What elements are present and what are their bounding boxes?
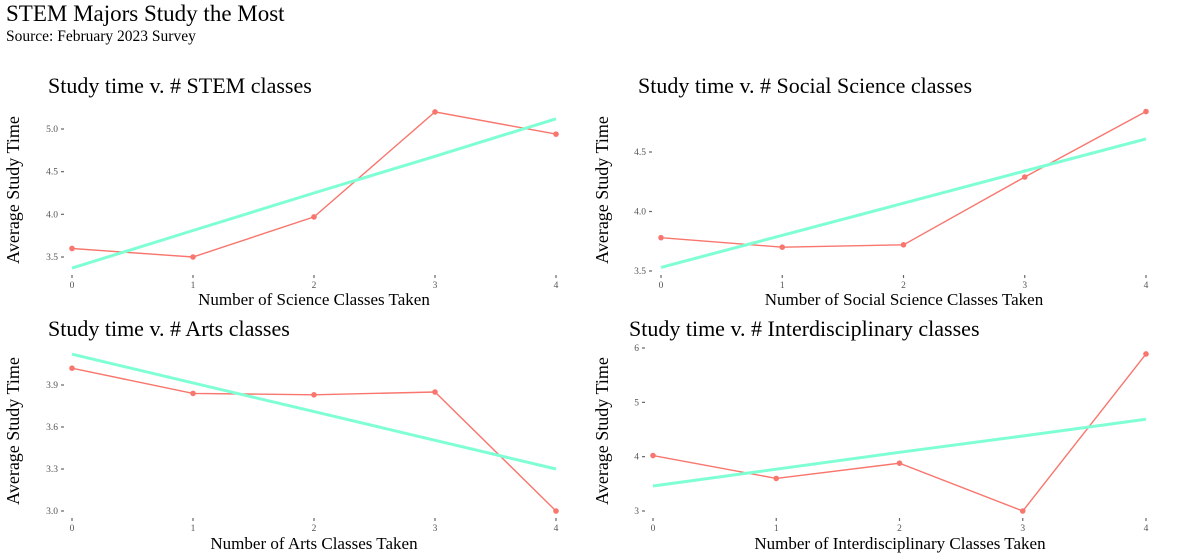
data-point [432,389,438,395]
x-tick-label: 3 [1020,524,1025,534]
panel-stem: Study time v. # STEM classes Average Stu… [3,73,559,309]
series-group [650,351,1149,514]
y-axis-ticks: 3.0 3.3 3.6 3.9 [46,381,64,517]
observed-line [71,111,557,258]
panel-social-science: Study time v. # Social Science classes A… [592,73,1149,309]
panel-title: Study time v. # STEM classes [48,73,312,98]
x-tick-label: 3 [1022,281,1027,291]
y-tick-label: 5.0 [46,125,58,135]
x-tick-label: 1 [780,281,785,291]
data-point [1021,174,1028,180]
data-point [553,508,559,514]
y-axis-ticks: 3 4 5 6 [634,344,645,517]
panel-interdisciplinary: Study time v. # Interdisciplinary classe… [592,316,1149,553]
y-tick-label: 3.9 [46,381,58,391]
y-tick-label: 5 [634,398,639,408]
data-point [69,245,75,252]
x-tick-label: 2 [312,524,317,534]
y-tick-label: 4.5 [634,148,646,158]
y-tick-label: 4.0 [634,208,646,218]
y-axis-title: Average Study Time [592,357,612,505]
y-tick-label: 3 [634,507,639,517]
data-point [779,244,786,250]
panel-arts: Study time v. # Arts classes Average Stu… [3,316,559,553]
data-point [1019,508,1026,514]
trend-line [71,352,557,471]
series-group [69,109,559,270]
trend-line [652,417,1147,488]
x-tick-label: 4 [1144,281,1149,291]
x-axis-title: Number of Interdisciplinary Classes Take… [754,534,1046,553]
x-tick-label: 1 [191,524,196,534]
x-tick-label: 3 [433,281,438,291]
data-point [773,475,780,482]
y-tick-label: 4.0 [46,210,58,220]
x-axis-title: Number of Arts Classes Taken [210,534,418,553]
y-tick-label: 4 [634,453,639,463]
panel-title: Study time v. # Arts classes [48,316,290,341]
observed-line [652,353,1147,512]
figure-subtitle: Source: February 2023 Survey [6,28,196,45]
y-tick-label: 3.6 [46,423,58,433]
observed-line [660,110,1147,248]
x-axis-title: Number of Social Science Classes Taken [765,290,1044,309]
y-tick-label: 3.3 [46,465,58,475]
data-point [69,365,75,372]
data-point [1143,108,1149,115]
data-point [553,131,559,137]
x-axis-title: Number of Science Classes Taken [198,290,430,309]
x-tick-label: 0 [70,524,75,534]
data-point [190,254,196,260]
x-tick-label: 1 [774,524,779,534]
data-point [900,242,907,248]
x-tick-label: 4 [554,524,559,534]
trend-line [660,137,1147,269]
x-tick-label: 4 [1144,524,1149,534]
x-axis-ticks: 0 1 2 3 4 [70,518,559,534]
x-tick-label: 2 [312,281,317,291]
x-tick-label: 0 [659,281,664,291]
y-axis-ticks: 3.5 4.0 4.5 [634,148,652,277]
data-point [190,390,196,397]
data-point [650,452,656,459]
data-point [432,109,438,115]
series-group [658,108,1149,269]
y-tick-label: 3.5 [46,253,58,263]
x-tick-label: 2 [897,524,902,534]
data-point [311,214,317,220]
y-tick-label: 6 [634,344,639,354]
series-group [69,352,559,514]
observed-line [71,367,557,512]
y-axis-title: Average Study Time [592,116,612,264]
x-tick-label: 0 [70,281,75,291]
x-axis-ticks: 0 1 2 3 4 [651,518,1149,534]
x-axis-ticks: 0 1 2 3 4 [70,275,559,291]
data-point [896,460,903,466]
y-tick-label: 4.5 [46,168,58,178]
y-axis-title: Average Study Time [3,357,23,505]
x-tick-label: 4 [554,281,559,291]
trend-line [71,117,557,270]
y-tick-label: 3.5 [634,267,646,277]
x-tick-label: 2 [901,281,906,291]
y-tick-label: 3.0 [46,507,58,517]
data-point [658,234,664,241]
x-tick-label: 0 [651,524,656,534]
x-axis-ticks: 0 1 2 3 4 [659,275,1149,291]
x-tick-label: 1 [191,281,196,291]
data-point [311,392,317,398]
panel-title: Study time v. # Interdisciplinary classe… [629,316,980,341]
data-point [1143,351,1149,357]
y-axis-title: Average Study Time [3,116,23,264]
figure-title: STEM Majors Study the Most [6,1,285,26]
panel-title: Study time v. # Social Science classes [638,73,972,98]
y-axis-ticks: 3.5 4.0 4.5 5.0 [46,125,64,263]
x-tick-label: 3 [433,524,438,534]
